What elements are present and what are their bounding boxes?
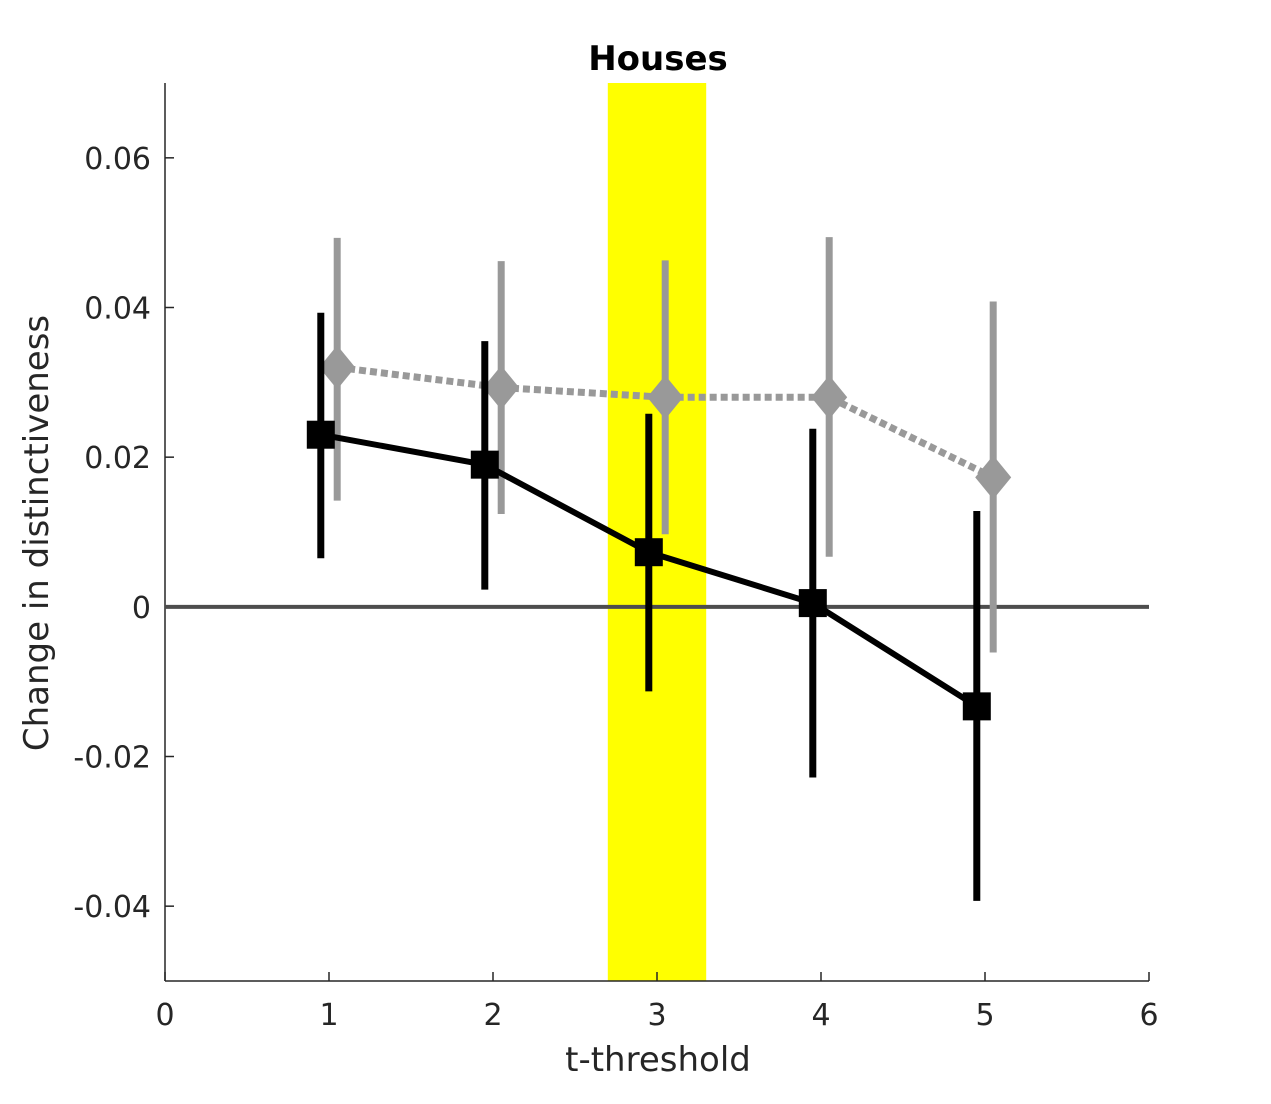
y-tick-label: -0.02 — [73, 741, 151, 776]
data-point-square — [798, 589, 827, 618]
x-tick-label: 4 — [811, 998, 830, 1033]
y-tick-label: 0.04 — [84, 292, 151, 327]
x-tick-label: 0 — [155, 998, 174, 1033]
y-tick-label: 0.06 — [84, 142, 151, 177]
x-axis-label: t-threshold — [565, 1040, 751, 1080]
data-point-square — [470, 450, 499, 479]
y-tick-label: -0.04 — [73, 890, 151, 925]
data-point-square — [634, 538, 663, 567]
series-squares — [306, 312, 991, 901]
highlight-band — [607, 83, 707, 981]
x-tick-label: 5 — [975, 998, 994, 1033]
x-tick-label: 2 — [483, 998, 502, 1033]
y-tick-label: 0.02 — [84, 441, 151, 476]
data-point-square — [306, 420, 335, 449]
series-layer — [306, 237, 1012, 901]
data-point-diamond — [975, 455, 1012, 500]
data-point-diamond — [483, 365, 520, 410]
data-point-diamond — [319, 345, 356, 390]
chart-title: Houses — [588, 39, 728, 79]
y-tick-label: 0 — [132, 591, 151, 626]
y-axis-label: Change in distinctiveness — [17, 315, 57, 751]
axes: 0 1 2 3 4 5 6 -0.04 -0.02 0 0.02 0.04 0.06 — [73, 83, 1159, 1033]
data-point-square — [962, 692, 991, 721]
data-point-diamond — [647, 375, 684, 420]
x-tick-label: 6 — [1139, 998, 1158, 1033]
series-diamonds — [319, 237, 1012, 653]
highlight-band-layer — [607, 83, 707, 981]
series-line — [336, 363, 995, 481]
data-point-diamond — [811, 375, 848, 420]
x-tick-label: 3 — [647, 998, 666, 1033]
x-tick-label: 1 — [319, 998, 338, 1033]
